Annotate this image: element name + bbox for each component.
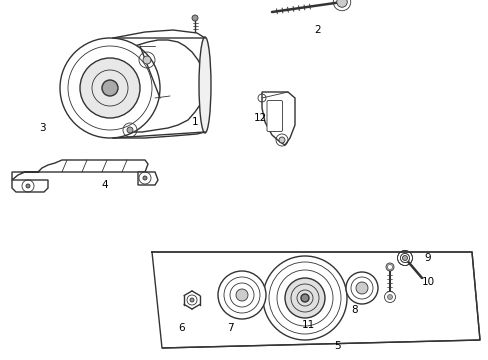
Polygon shape xyxy=(113,38,204,138)
Circle shape xyxy=(385,263,393,271)
Polygon shape xyxy=(152,252,479,348)
Text: 7: 7 xyxy=(226,323,233,333)
Circle shape xyxy=(355,282,367,294)
Text: 10: 10 xyxy=(421,277,434,287)
Circle shape xyxy=(346,272,377,304)
FancyBboxPatch shape xyxy=(266,100,282,131)
Ellipse shape xyxy=(199,37,210,133)
Circle shape xyxy=(285,278,325,318)
Text: 9: 9 xyxy=(424,253,430,263)
Circle shape xyxy=(192,15,198,21)
Circle shape xyxy=(127,127,133,133)
Circle shape xyxy=(386,265,392,270)
Text: 3: 3 xyxy=(39,123,45,133)
Circle shape xyxy=(190,298,194,302)
Circle shape xyxy=(26,184,30,188)
Circle shape xyxy=(60,38,160,138)
Text: 8: 8 xyxy=(351,305,358,315)
Text: 1: 1 xyxy=(191,117,198,127)
Text: 2: 2 xyxy=(314,25,321,35)
Circle shape xyxy=(142,56,151,64)
Circle shape xyxy=(386,294,392,300)
Circle shape xyxy=(400,253,408,262)
Polygon shape xyxy=(84,40,204,132)
Circle shape xyxy=(80,58,140,118)
Circle shape xyxy=(400,253,408,262)
Text: 4: 4 xyxy=(102,180,108,190)
Circle shape xyxy=(102,80,118,96)
Circle shape xyxy=(336,0,346,7)
Text: 6: 6 xyxy=(178,323,185,333)
Text: 5: 5 xyxy=(334,341,341,351)
Polygon shape xyxy=(12,160,148,180)
Circle shape xyxy=(279,137,285,143)
Circle shape xyxy=(263,256,346,340)
Circle shape xyxy=(142,176,147,180)
Circle shape xyxy=(384,292,395,302)
Circle shape xyxy=(186,295,197,305)
Polygon shape xyxy=(262,92,294,145)
Circle shape xyxy=(236,289,247,301)
Text: 12: 12 xyxy=(253,113,266,123)
Polygon shape xyxy=(138,172,158,185)
Circle shape xyxy=(402,256,407,261)
Circle shape xyxy=(218,271,265,319)
Polygon shape xyxy=(12,180,48,192)
Text: 11: 11 xyxy=(301,320,314,330)
Circle shape xyxy=(301,294,308,302)
